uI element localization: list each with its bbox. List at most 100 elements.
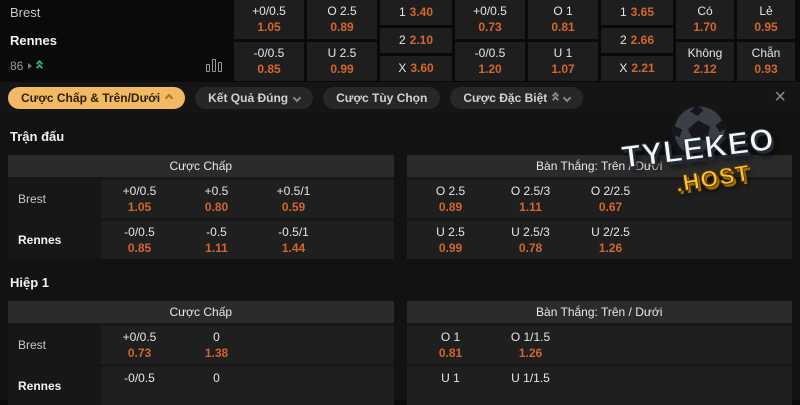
odds-col-ou-ft: O 2.5 0.89 U 2.5 0.99 xyxy=(307,0,377,81)
odds-value: 0.89 xyxy=(438,200,463,214)
odds-cell[interactable]: -0.5/1 1.44 xyxy=(255,221,332,259)
handicap-table-ft: Cược Chấp Brest +0/0.5 1.05 +0.5 0.80 +0… xyxy=(8,155,394,259)
match-info: Brest Rennes 86 xyxy=(10,2,232,80)
odds-cell[interactable]: Có 1.70 xyxy=(676,0,734,39)
odds-label: U 1 xyxy=(553,46,573,60)
odds-value: 2.21 xyxy=(631,61,655,75)
chevron-down-icon xyxy=(563,93,572,102)
odds-cell[interactable]: +0/0.5 1.05 xyxy=(234,0,304,39)
odds-block: O 2.5 0.89 O 2.5/3 1.11 O 2/2.5 0.67 xyxy=(406,180,792,218)
odds-cell[interactable]: Không 2.12 xyxy=(676,42,734,81)
odds-cell[interactable]: +0.5 0.80 xyxy=(178,180,255,218)
odds-cell[interactable]: -0.5 1.11 xyxy=(178,221,255,259)
odds-label: U 2.5/3 xyxy=(511,225,550,239)
close-icon[interactable]: × xyxy=(774,86,786,108)
odds-label: O 2.5 xyxy=(327,4,357,18)
section-title-full-time: Trận đấu xyxy=(10,129,65,144)
odds-cell[interactable]: +0/0.5 1.05 xyxy=(101,180,178,218)
odds-value: 1.26 xyxy=(518,346,543,360)
full-time-tables: Cược Chấp Brest +0/0.5 1.05 +0.5 0.80 +0… xyxy=(8,155,792,259)
odds-cell[interactable]: O 2.5 0.89 xyxy=(307,0,377,39)
live-odds-strip: Brest Rennes 86 +0/0.5 1.05 -0/0.5 0.85 … xyxy=(0,0,800,82)
odds-cell[interactable]: -0/0.5 1.20 xyxy=(455,42,525,81)
odds-value: 0.81 xyxy=(551,20,575,34)
handicap-table-ht: Cược Chấp Brest +0/0.5 0.73 0 1.38 Renne… xyxy=(8,301,394,405)
odds-cell[interactable]: 0 1.38 xyxy=(178,326,255,364)
odds-cell[interactable]: +0/0.5 0.73 xyxy=(455,0,525,39)
market-tab-bar: Cược Chấp & Trên/Dưới Kết Quả Đúng Cược … xyxy=(0,82,800,113)
odds-cell[interactable]: X 3.60 xyxy=(380,56,452,81)
odds-cell[interactable]: 0 xyxy=(178,367,255,405)
odds-cell[interactable]: U 1 1.07 xyxy=(528,42,598,81)
odds-value: 1.07 xyxy=(551,62,575,76)
odds-value: 0.89 xyxy=(330,20,354,34)
odds-cell[interactable]: +0.5/1 0.59 xyxy=(255,180,332,218)
odds-cell[interactable]: Lẻ 0.95 xyxy=(737,0,795,39)
odds-value: 1.05 xyxy=(127,200,152,214)
odds-label: +0.5 xyxy=(204,184,229,198)
odds-value: 1.20 xyxy=(478,62,502,76)
odds-cell[interactable]: U 2.5 0.99 xyxy=(411,221,491,259)
odds-label: Không xyxy=(687,46,723,60)
quick-odds-grid: +0/0.5 1.05 -0/0.5 0.85 O 2.5 0.89 U 2.5… xyxy=(234,0,795,81)
odds-label: O 1/1.5 xyxy=(510,330,551,344)
odds-value: 3.40 xyxy=(409,5,434,19)
odds-label: Có xyxy=(697,4,713,18)
odds-cell[interactable]: Chẵn 0.93 xyxy=(737,42,795,81)
odds-cell[interactable]: O 2/2.5 0.67 xyxy=(571,180,651,218)
odds-col-1x2-ht: 1 3.65 2 2.66 X 2.21 xyxy=(601,0,673,81)
stats-chart-icon[interactable] xyxy=(206,59,222,72)
tab-handicap-over-under[interactable]: Cược Chấp & Trên/Dưới xyxy=(8,86,186,109)
table-header: Cược Chấp xyxy=(8,155,394,177)
odds-cell[interactable]: O 2.5/3 1.11 xyxy=(491,180,571,218)
odds-cell[interactable]: 2 2.10 xyxy=(380,28,452,53)
odds-label: +0/0.5 xyxy=(473,4,507,18)
tab-special-bets[interactable]: Cược Đặc Biệt xyxy=(450,86,584,109)
odds-value: 0.73 xyxy=(478,20,502,34)
odds-cell[interactable]: O 2.5 0.89 xyxy=(411,180,491,218)
odds-cell[interactable]: -0/0.5 0.85 xyxy=(101,221,178,259)
odds-cell[interactable]: -0/0.5 0.85 xyxy=(234,42,304,81)
double-chevron-up-icon xyxy=(552,91,560,103)
odds-cell[interactable]: O 1/1.5 1.26 xyxy=(491,326,571,364)
odds-cell[interactable]: U 1 xyxy=(411,367,491,405)
odds-value: 1.70 xyxy=(693,20,717,34)
table-row: U 1 U 1/1.5 xyxy=(406,367,792,405)
odds-label: +0/0.5 xyxy=(252,4,286,18)
over-under-table-ht: Bàn Thắng: Trên / Dưới O 1 0.81 O 1/1.5 … xyxy=(406,301,792,405)
table-row: O 2.5 0.89 O 2.5/3 1.11 O 2/2.5 0.67 xyxy=(406,180,792,218)
odds-value: 0.73 xyxy=(127,346,152,360)
odds-cell[interactable]: +0/0.5 0.73 xyxy=(101,326,178,364)
odds-cell[interactable]: U 1/1.5 xyxy=(491,367,571,405)
odds-label: +0/0.5 xyxy=(122,330,157,344)
odds-value: 1.44 xyxy=(281,241,306,255)
tab-correct-score[interactable]: Kết Quả Đúng xyxy=(195,86,314,109)
odds-cell[interactable]: U 2/2.5 1.26 xyxy=(571,221,651,259)
odds-cell[interactable]: U 2.5/3 0.78 xyxy=(491,221,571,259)
odds-cell[interactable]: 1 3.40 xyxy=(380,0,452,25)
table-row: Brest +0/0.5 1.05 +0.5 0.80 +0.5/1 0.59 xyxy=(8,180,394,218)
odds-col-odd-even: Lẻ 0.95 Chẵn 0.93 xyxy=(737,0,795,81)
odds-col-1x2-ft: 1 3.40 2 2.10 X 3.60 xyxy=(380,0,452,81)
odds-block: O 1 0.81 O 1/1.5 1.26 xyxy=(406,326,792,364)
away-team-name: Rennes xyxy=(10,33,57,48)
odds-label: +0.5/1 xyxy=(276,184,311,198)
tab-custom-bets[interactable]: Cược Tùy Chọn xyxy=(323,86,441,109)
odds-cell[interactable]: 1 3.65 xyxy=(601,0,673,25)
odds-col-btts: Có 1.70 Không 2.12 xyxy=(676,0,734,81)
odds-label: 0 xyxy=(213,371,220,385)
odds-cell[interactable]: X 2.21 xyxy=(601,56,673,81)
odds-cell[interactable]: 2 2.66 xyxy=(601,28,673,53)
odds-cell[interactable]: O 1 0.81 xyxy=(528,0,598,39)
odds-value: 0.81 xyxy=(438,346,463,360)
home-team-name: Brest xyxy=(10,5,41,20)
odds-cell[interactable]: U 2.5 0.99 xyxy=(307,42,377,81)
tab-label: Kết Quả Đúng xyxy=(208,90,289,105)
odds-value: 2.66 xyxy=(630,33,655,47)
odds-cell[interactable]: -0/0.5 xyxy=(101,367,178,405)
odds-cell[interactable]: O 1 0.81 xyxy=(411,326,491,364)
odds-label: O 1 xyxy=(553,4,573,18)
table-header: Bàn Thắng: Trên / Dưới xyxy=(406,155,792,177)
odds-label: O 2.5 xyxy=(435,184,466,198)
odds-value: 0.85 xyxy=(127,241,152,255)
